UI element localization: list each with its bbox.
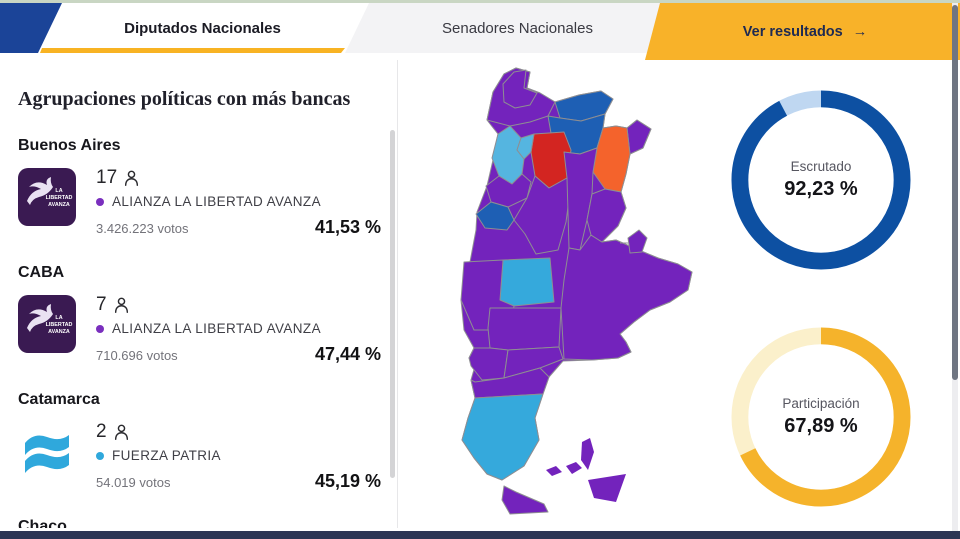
votes-count: 710.696 votos [96, 348, 178, 363]
gauge-participacion: Participación 67,89 % [730, 326, 912, 508]
header: Diputados Nacionales Senadores Nacionale… [0, 3, 960, 60]
lla-party-logo: LA LIBERTAD AVANZA [18, 295, 76, 353]
arrow-right-icon: → [852, 23, 868, 40]
gauge-escrutado: Escrutado 92,23 % [730, 89, 912, 271]
district-heading-buenos-aires: Buenos Aires [18, 137, 121, 154]
panel-scrollbar-thumb[interactable] [390, 130, 395, 478]
panel-divider [397, 60, 398, 528]
district-caba-callout[interactable] [627, 229, 648, 254]
tab-diputados-nacionales[interactable]: Diputados Nacionales [124, 19, 281, 37]
province-la-pampa[interactable] [487, 307, 562, 351]
province-tierra-del-fuego[interactable] [501, 485, 549, 515]
vote-percent: 47,44 % [314, 344, 381, 364]
gauge-label: Escrutado [790, 159, 852, 174]
province-santa-cruz[interactable] [461, 393, 544, 481]
seats-count: 7 [96, 294, 107, 315]
person-icon [114, 297, 128, 313]
province-tucuman[interactable] [516, 133, 535, 160]
ver-resultados-label[interactable]: Ver resultados → [660, 3, 950, 60]
eagle-icon [27, 177, 53, 205]
fuerza-patria-flag-logo [25, 435, 69, 473]
party-bullet-icon [96, 451, 104, 460]
tab-senadores-nacionales[interactable]: Senadores Nacionales [442, 19, 593, 37]
person-icon [125, 170, 139, 186]
person-icon [114, 424, 128, 440]
cta-text: Ver resultados [742, 23, 843, 40]
page-title: Agrupaciones políticas con más bancas [18, 88, 351, 110]
corner-navy-shape [0, 3, 62, 53]
isla-triangulo[interactable] [588, 474, 626, 502]
argentina-results-map [460, 67, 693, 515]
svg-text:LA: LA [55, 315, 62, 321]
district-heading-caba: CABA [18, 264, 65, 281]
gauge-label: Participación [782, 396, 860, 411]
footer-bar [0, 531, 960, 539]
district-heading-catamarca: Catamarca [18, 391, 100, 408]
province-san-luis[interactable] [499, 257, 555, 307]
votes-count: 54.019 votos [96, 475, 171, 490]
district-heading-chaco: Chaco [18, 518, 67, 528]
list-item-caba[interactable]: LA LIBERTAD AVANZA 7 ALIANZA LA LIBERTAD… [18, 295, 381, 365]
party-name: FUERZA PATRIA [112, 448, 221, 463]
party-name: ALIANZA LA LIBERTAD AVANZA [112, 194, 321, 209]
rankings-panel: Agrupaciones políticas con más bancas Bu… [0, 60, 397, 528]
vote-percent: 45,19 % [314, 471, 381, 491]
gauge-value: 92,23 % [784, 178, 858, 200]
svg-text:LIBERTAD: LIBERTAD [46, 322, 73, 328]
province-rio-negro[interactable] [503, 346, 564, 379]
gauge-fill [731, 90, 911, 270]
province-neuquen[interactable] [468, 347, 509, 381]
svg-text:LIBERTAD: LIBERTAD [46, 195, 73, 201]
list-item-catamarca[interactable]: 2 FUERZA PATRIA 54.019 votos 45,19 % [18, 422, 381, 492]
gauge-fill [731, 327, 911, 507]
seats-count: 2 [96, 421, 107, 442]
active-tab-underline [40, 48, 345, 53]
party-bullet-icon [96, 324, 104, 333]
province-buenos-aires[interactable] [560, 234, 693, 361]
vote-percent: 41,53 % [314, 217, 381, 237]
province-misiones[interactable] [626, 119, 652, 155]
ver-resultados-button[interactable] [645, 3, 960, 60]
lla-party-logo: LA LIBERTAD AVANZA [18, 168, 76, 226]
tab-senadores-background [345, 3, 662, 53]
province-entre-rios[interactable] [586, 188, 627, 243]
province-chubut[interactable] [470, 367, 550, 399]
window-scrollbar-thumb[interactable] [952, 5, 958, 380]
seats-count: 17 [96, 167, 118, 188]
party-bullet-icon [96, 197, 104, 206]
eagle-icon [27, 304, 53, 332]
svg-text:AVANZA: AVANZA [48, 202, 70, 208]
province-corrientes[interactable] [592, 125, 631, 193]
isla-sur[interactable] [581, 438, 594, 470]
svg-text:AVANZA: AVANZA [48, 329, 70, 335]
province-jujuy[interactable] [502, 69, 538, 109]
gauge-value: 67,89 % [784, 415, 858, 437]
islas-malvinas[interactable] [546, 462, 582, 476]
province-catamarca[interactable] [491, 125, 525, 185]
top-accent-strip [0, 0, 960, 3]
svg-text:LA: LA [55, 188, 62, 194]
party-name: ALIANZA LA LIBERTAD AVANZA [112, 321, 321, 336]
votes-count: 3.426.223 votos [96, 221, 189, 236]
list-item-buenos-aires[interactable]: LA LIBERTAD AVANZA 17 ALIANZA LA LIBERTA… [18, 168, 381, 238]
